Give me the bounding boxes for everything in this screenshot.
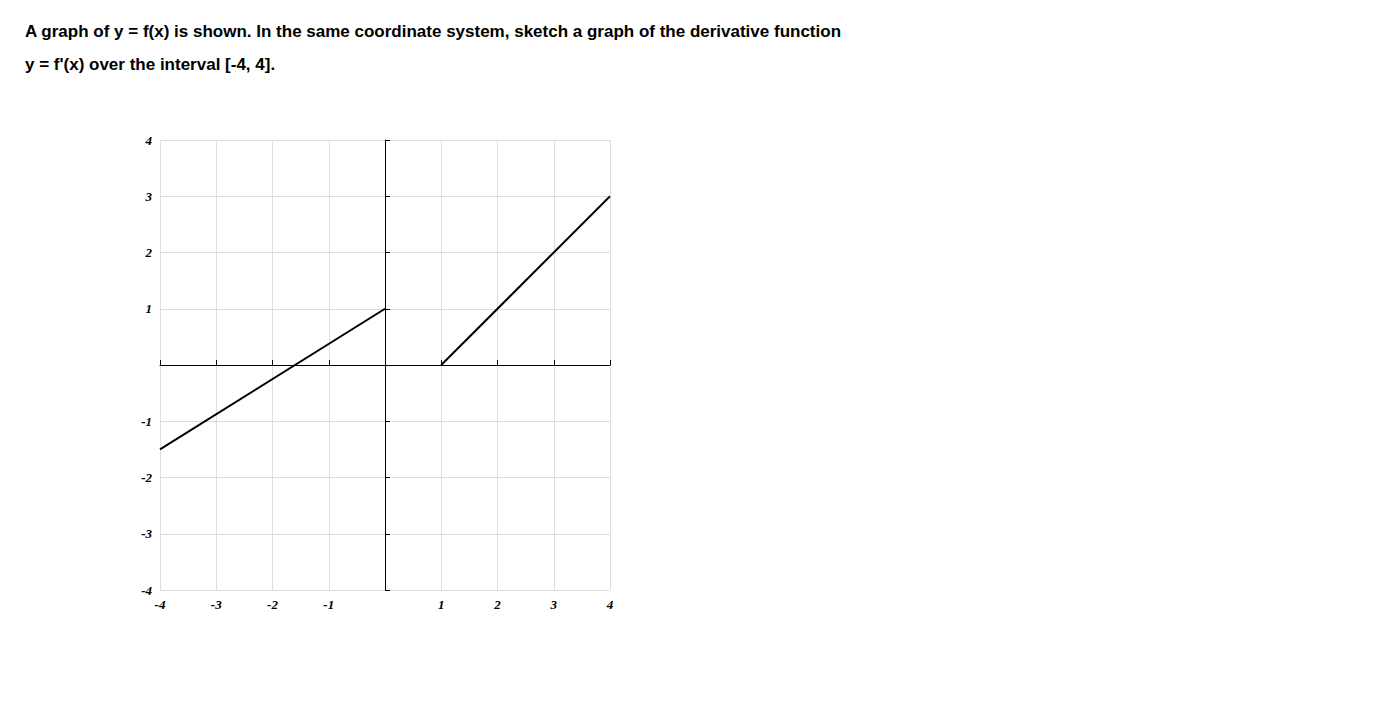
svg-text:A graph of y = f(x) is shown.: A graph of y = f(x) is shown. In the sam… (25, 22, 841, 41)
svg-text:-3: -3 (211, 597, 222, 612)
svg-text:4: 4 (145, 133, 153, 148)
svg-text:-3: -3 (141, 526, 152, 541)
svg-text:-4: -4 (155, 597, 166, 612)
svg-text:1: 1 (146, 301, 153, 316)
svg-text:2: 2 (145, 245, 153, 260)
svg-text:3: 3 (145, 189, 153, 204)
svg-text:-1: -1 (141, 414, 152, 429)
svg-text:-2: -2 (141, 470, 152, 485)
svg-text:-2: -2 (267, 597, 278, 612)
svg-text:2: 2 (493, 597, 501, 612)
svg-text:-1: -1 (323, 597, 334, 612)
svg-text:y = f'(x) over the interval [-: y = f'(x) over the interval [-4, 4]. (25, 55, 275, 74)
svg-text:3: 3 (550, 597, 558, 612)
svg-text:4: 4 (606, 597, 614, 612)
svg-text:-4: -4 (141, 583, 152, 598)
svg-text:1: 1 (438, 597, 445, 612)
